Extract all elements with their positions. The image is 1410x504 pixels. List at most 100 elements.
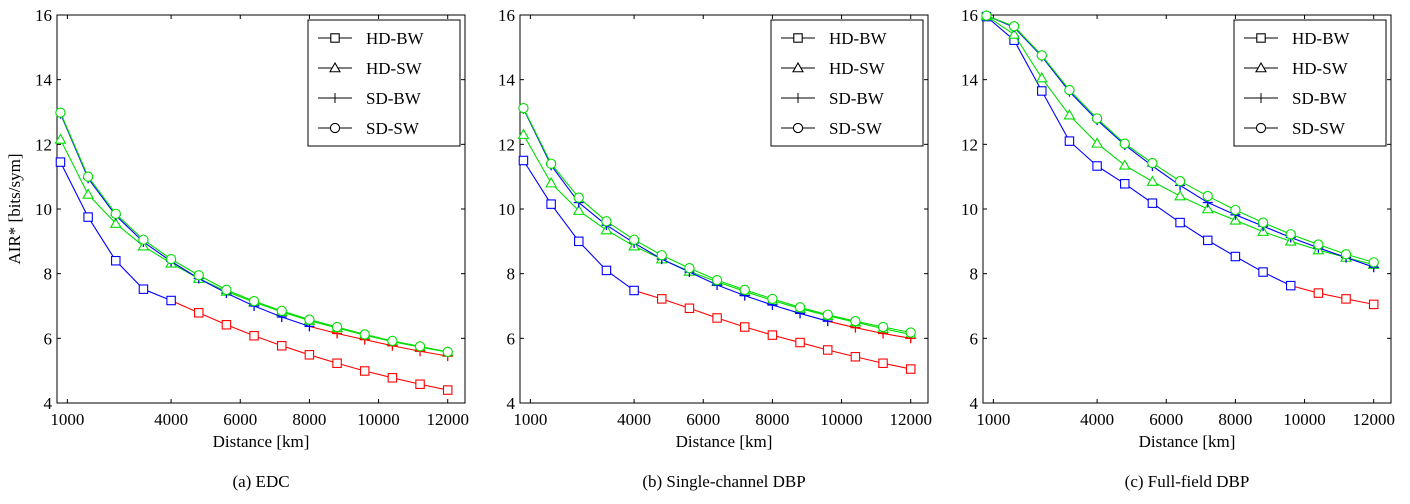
y-tick-label: 10	[498, 200, 515, 219]
series-segment	[143, 239, 172, 260]
x-tick-label: 10000	[820, 410, 863, 429]
series-segment	[799, 312, 828, 322]
data-point	[1091, 137, 1104, 148]
data-point	[572, 204, 585, 215]
data-point	[55, 157, 66, 167]
series-segment	[198, 274, 227, 291]
data-point	[1008, 21, 1020, 32]
y-tick-label: 10	[961, 200, 978, 219]
x-tick-label: 6000	[1149, 410, 1183, 429]
y-tick-label: 12	[961, 135, 978, 154]
subfigure-caption: (a) EDC	[232, 472, 289, 491]
series-segment	[606, 220, 635, 241]
data-point	[1146, 175, 1159, 186]
data-point	[166, 295, 176, 306]
data-point	[1202, 235, 1213, 246]
data-point	[387, 373, 398, 383]
series-segment	[772, 304, 801, 314]
series-hd-sw	[54, 133, 454, 357]
series-segment	[392, 345, 421, 352]
legend-label: HD-SW	[366, 59, 423, 78]
data-point	[1092, 161, 1102, 171]
series-segment	[1013, 34, 1043, 79]
series-segment	[1262, 231, 1291, 242]
x-tick-label: 4000	[617, 410, 651, 429]
series-segment	[281, 316, 310, 327]
series-segment	[578, 197, 607, 222]
y-tick-label: 6	[970, 329, 979, 348]
y-tick-label: 14	[35, 71, 53, 90]
data-point	[331, 321, 343, 333]
series-segment	[1069, 114, 1098, 144]
data-point	[657, 294, 667, 304]
data-point	[546, 199, 556, 209]
panel-full-field-dbp: 4 6 8 10 12 14 16 1000 4000 6000 8000 10000 12000 Dis…	[961, 6, 1395, 491]
data-point	[54, 133, 67, 144]
legend-marker-circle	[329, 122, 341, 134]
data-point	[601, 265, 612, 276]
data-point	[545, 177, 558, 188]
data-point	[739, 284, 750, 295]
data-point	[601, 216, 612, 227]
data-point	[138, 284, 149, 294]
data-point	[628, 234, 640, 245]
data-point	[1035, 71, 1048, 83]
y-tick-label: 12	[35, 135, 52, 154]
data-point	[573, 192, 584, 203]
panel-edc: 4 6 8 10 12 14 16 1000 4000 6000 8000 10000 12000 Dis…	[5, 6, 469, 491]
data-point	[1037, 86, 1047, 96]
data-point	[574, 236, 584, 247]
series-segment	[1041, 55, 1070, 91]
subfigure-caption: (c) Full-field DBP	[1125, 472, 1250, 491]
data-point	[1313, 239, 1324, 250]
legend-marker-circle	[792, 122, 804, 134]
series-segment	[855, 327, 884, 335]
series-segment	[1124, 143, 1153, 164]
series-hd-bw	[981, 11, 1379, 310]
data-point	[739, 322, 750, 332]
legend-marker-square	[1256, 33, 1266, 43]
series-segment	[1290, 240, 1319, 251]
x-tick-label: 12000	[1352, 410, 1395, 429]
x-tick-label: 1000	[976, 410, 1010, 429]
x-tick-label: 8000	[292, 410, 326, 429]
x-tick-label: 10000	[1283, 410, 1326, 429]
data-point	[193, 270, 204, 281]
x-axis-label: Distance [km]	[676, 432, 773, 451]
data-point	[110, 208, 121, 219]
data-point	[1201, 202, 1214, 214]
data-point	[249, 330, 259, 341]
data-point	[1202, 190, 1213, 202]
series-segment	[827, 320, 856, 329]
legend-label: SD-BW	[829, 89, 885, 108]
series-segment	[59, 161, 89, 218]
data-point	[442, 346, 453, 358]
y-tick-label: 16	[35, 6, 52, 25]
legend-marker-triangle	[329, 61, 341, 73]
series-segment	[744, 295, 773, 306]
legend: HD-BW HD-SW SD-BW SD-SW	[307, 19, 461, 147]
data-point	[1230, 251, 1241, 262]
series-segment	[419, 350, 448, 357]
series-segment	[578, 240, 607, 271]
series-sd-sw	[518, 102, 916, 338]
data-point	[1064, 84, 1075, 96]
x-tick-label: 4000	[1080, 410, 1114, 429]
data-point	[711, 274, 723, 286]
series-segment	[87, 216, 117, 262]
data-point	[1120, 179, 1130, 189]
x-tick-label: 1000	[513, 410, 547, 429]
y-tick-label: 12	[498, 135, 515, 154]
data-point	[415, 379, 425, 389]
series-segment	[633, 239, 663, 256]
data-point	[82, 171, 94, 182]
legend-label: SD-SW	[1292, 119, 1346, 138]
data-point	[359, 366, 370, 376]
series-segment	[1041, 56, 1070, 92]
legend-marker-plus	[1256, 93, 1266, 103]
data-point	[111, 255, 121, 266]
series-hd-bw	[518, 155, 916, 374]
data-point	[276, 341, 287, 351]
y-tick-label: 14	[498, 71, 516, 90]
